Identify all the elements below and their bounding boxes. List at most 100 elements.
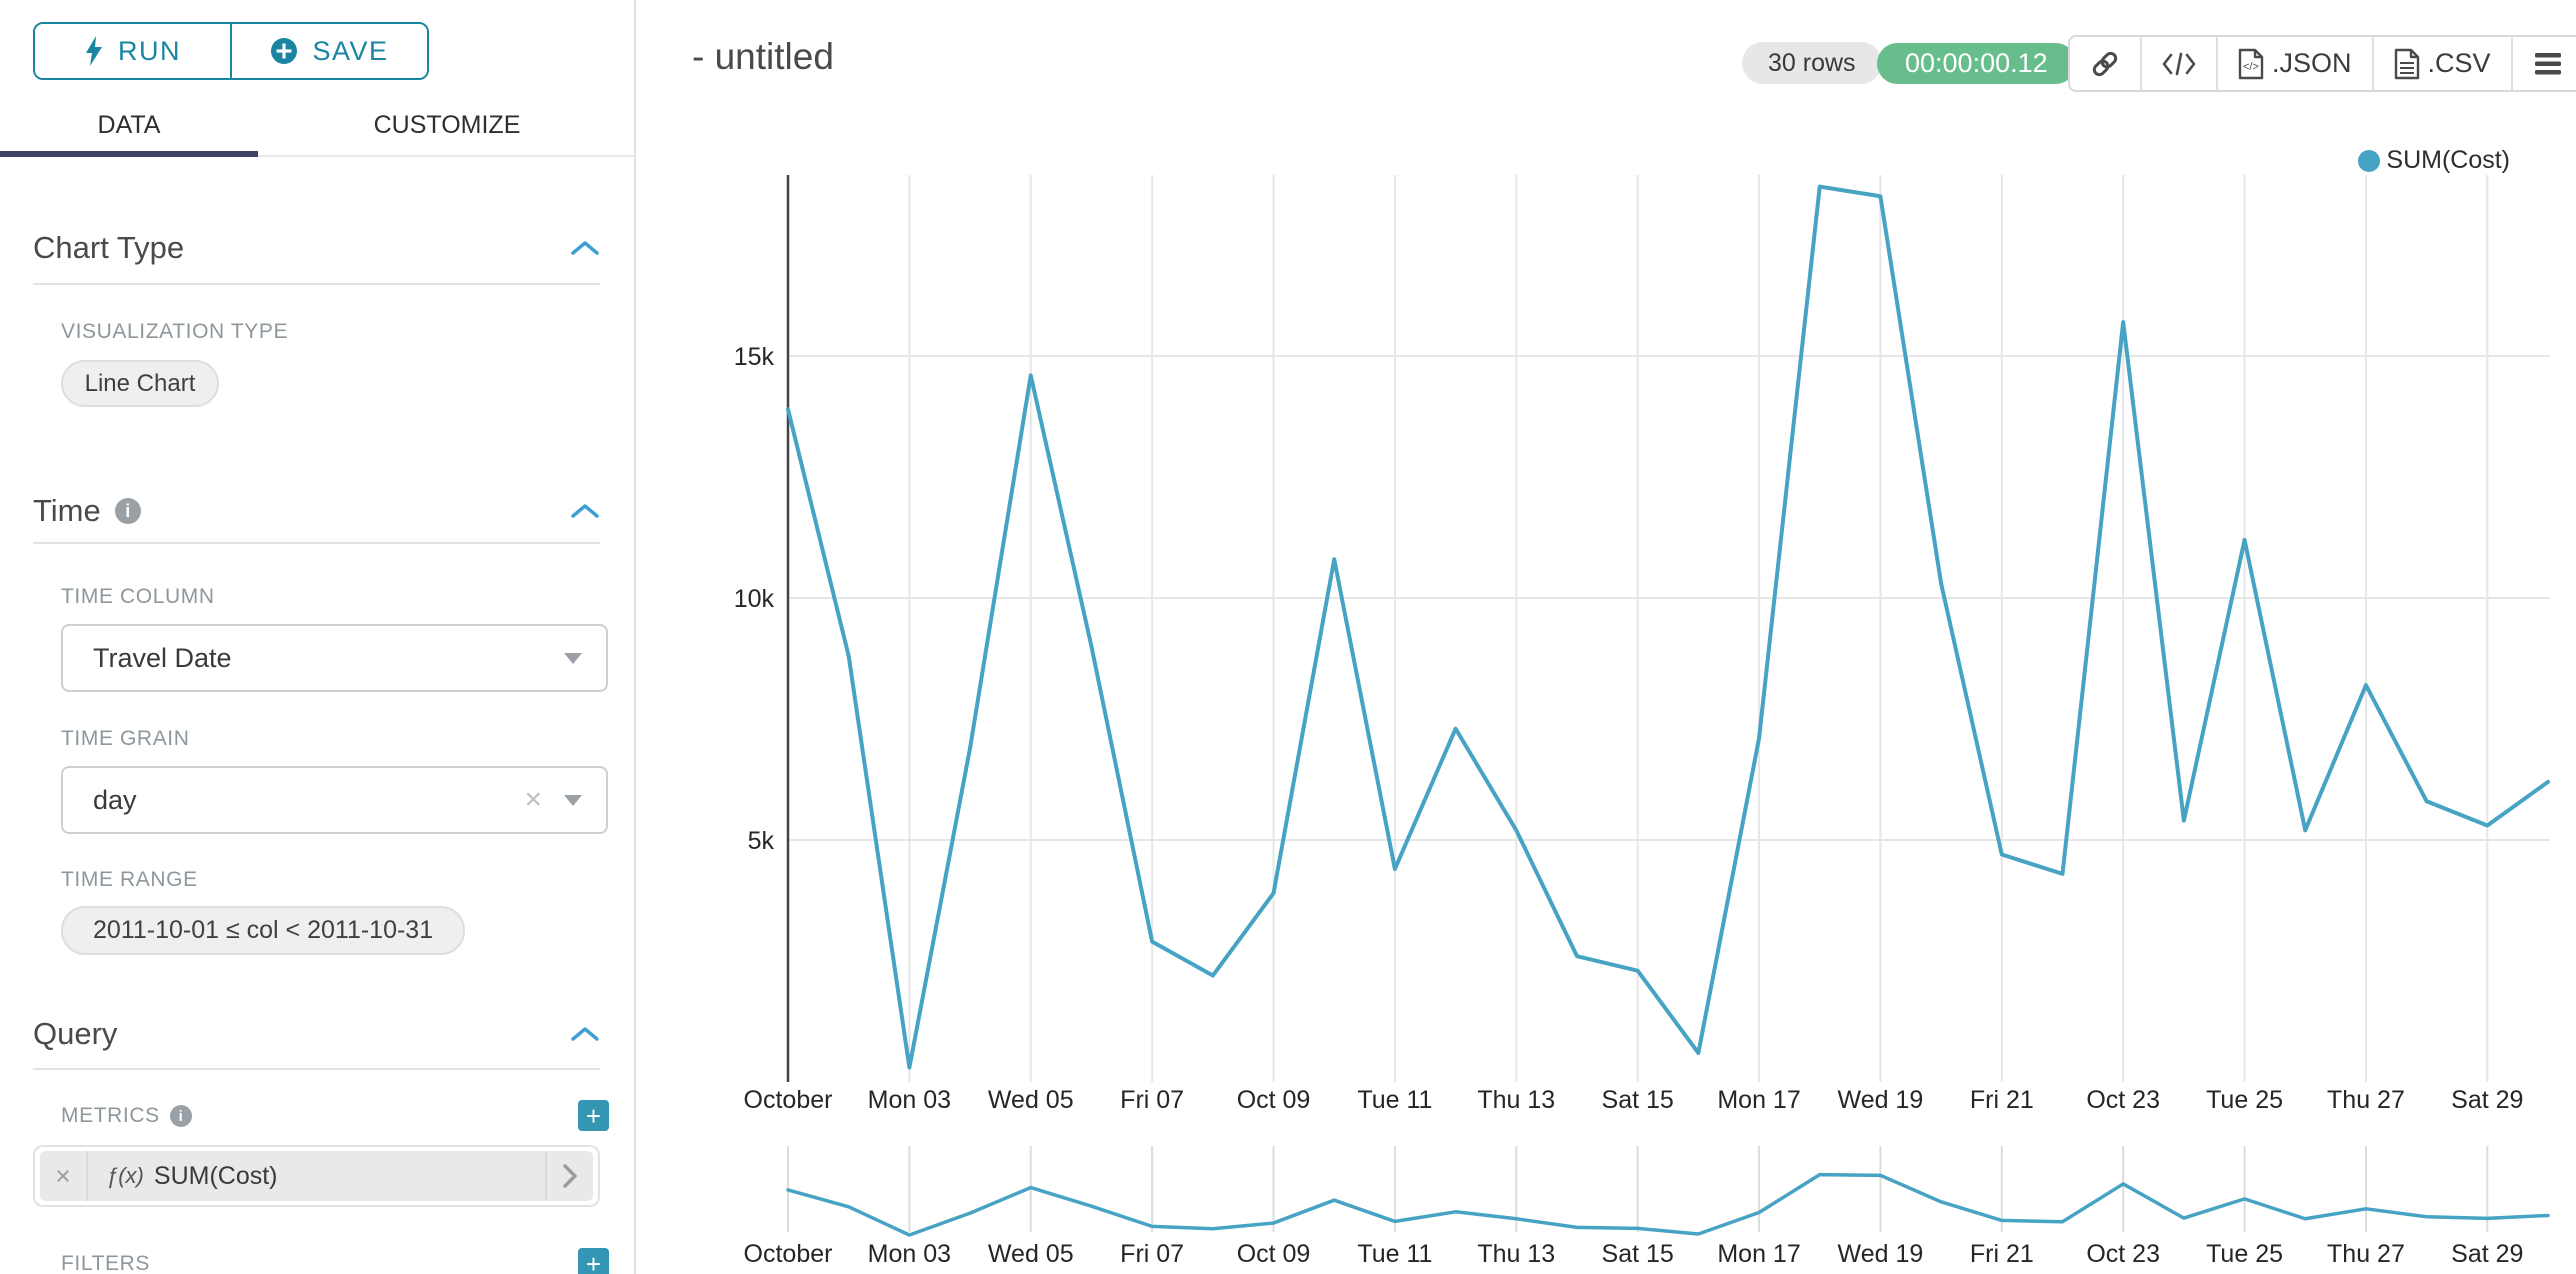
tab-data[interactable]: DATA [0,95,258,155]
svg-text:Oct 23: Oct 23 [2086,1240,2160,1268]
sidebar-tabs: DATA CUSTOMIZE [0,95,634,157]
svg-text:Wed 19: Wed 19 [1838,1086,1924,1114]
time-range-label: TIME RANGE [61,868,198,891]
share-link-button[interactable] [2070,37,2140,90]
svg-text:Oct 09: Oct 09 [1237,1240,1311,1268]
section-time-header[interactable]: Time i [33,493,600,529]
gridlines [787,175,2550,1082]
time-column-select[interactable]: Travel Date [61,624,608,692]
chevron-up-icon[interactable] [570,240,600,256]
tab-data-label: DATA [97,110,161,139]
svg-text:Fri 07: Fri 07 [1120,1086,1184,1114]
json-label: .JSON [2272,48,2352,78]
time-grain-label: TIME GRAIN [61,727,190,750]
svg-text:15k: 15k [734,343,775,371]
svg-text:Thu 13: Thu 13 [1477,1240,1555,1268]
lightning-bolt-icon [86,36,102,66]
axis-labels: 5k 10k 15k October Mon 03 Wed 05 Fri 07 Oct 09 T… [734,343,2524,1114]
svg-text:Tue 25: Tue 25 [2206,1086,2283,1114]
filters-label: FILTERS [61,1252,150,1274]
svg-text:Wed 19: Wed 19 [1838,1240,1924,1268]
run-button[interactable]: RUN [35,24,232,78]
csv-file-icon [2394,48,2419,79]
json-file-icon: </> [2238,48,2264,79]
svg-text:5k: 5k [748,827,775,855]
remove-metric-icon[interactable]: × [40,1151,88,1201]
chevron-down-icon [564,794,582,806]
svg-text:Oct 23: Oct 23 [2086,1086,2160,1114]
chevron-right-icon[interactable] [545,1151,593,1201]
section-title: Query [33,1016,118,1051]
visualization-type-label: VISUALIZATION TYPE [61,320,289,343]
csv-label: .CSV [2427,48,2491,78]
line-chart-canvas[interactable]: 5k 10k 15k October Mon 03 Wed 05 Fri 07 Oct 09 T… [636,0,2576,1274]
clear-icon[interactable]: × [524,783,542,816]
chart-title[interactable]: - untitled [692,36,834,77]
tab-customize[interactable]: CUSTOMIZE [258,95,634,155]
svg-text:October: October [744,1240,833,1268]
metric-name: SUM(Cost) [153,1161,278,1190]
divider [33,283,600,285]
chevron-up-icon[interactable] [570,1026,600,1042]
svg-text:Mon 17: Mon 17 [1717,1086,1800,1114]
svg-text:Wed 05: Wed 05 [988,1086,1074,1114]
chart-menu-button[interactable] [2510,37,2576,90]
svg-text:Tue 11: Tue 11 [1357,1086,1432,1114]
time-range-value[interactable]: 2011-10-01 ≤ col < 2011-10-31 [61,906,466,955]
control-sidebar: RUN SAVE DATA CUSTOMIZE Chart Type [0,0,636,1274]
svg-text:Oct 09: Oct 09 [1237,1086,1311,1114]
chevron-down-icon [564,652,582,664]
divider [33,542,600,544]
svg-text:Sat 29: Sat 29 [2451,1086,2523,1114]
svg-text:Fri 21: Fri 21 [1970,1240,2034,1268]
section-query-header[interactable]: Query [33,1016,600,1052]
add-metric-button[interactable]: + [578,1100,609,1131]
svg-text:Mon 03: Mon 03 [868,1240,951,1268]
svg-text:Wed 05: Wed 05 [988,1240,1074,1268]
chevron-up-icon[interactable] [570,503,600,519]
metric-item[interactable]: × ƒ(x) SUM(Cost) [40,1151,593,1201]
time-grain-select[interactable]: day × [61,766,608,834]
visualization-type-value[interactable]: Line Chart [61,360,219,407]
svg-text:Thu 13: Thu 13 [1477,1086,1555,1114]
export-csv-button[interactable]: .CSV [2371,37,2511,90]
time-range-text: 2011-10-01 ≤ col < 2011-10-31 [93,916,434,944]
time-column-value: Travel Date [93,642,232,673]
divider [33,1068,600,1070]
info-icon: i [114,498,141,524]
svg-text:Thu 27: Thu 27 [2327,1240,2405,1268]
metrics-label-row: METRICS i [61,1104,192,1128]
save-button-label: SAVE [312,35,389,66]
viz-value-label: Line Chart [84,369,196,397]
hamburger-menu-icon [2534,52,2561,74]
section-title: Chart Type [33,230,185,265]
run-button-label: RUN [118,35,181,66]
svg-text:Mon 17: Mon 17 [1717,1240,1800,1268]
metrics-container: × ƒ(x) SUM(Cost) [33,1145,600,1207]
svg-text:Fri 21: Fri 21 [1970,1086,2034,1114]
legend[interactable]: SUM(Cost) [2358,146,2510,175]
add-filter-button[interactable]: + [578,1248,609,1274]
legend-series-label: SUM(Cost) [2386,146,2510,174]
svg-text:Tue 25: Tue 25 [2206,1240,2283,1268]
svg-text:</>: </> [2243,61,2259,73]
section-chart-type-header[interactable]: Chart Type [33,230,600,266]
export-json-button[interactable]: </> .JSON [2216,37,2372,90]
main-series-line [786,184,2551,1070]
row-count-badge: 30 rows [1742,42,1882,84]
embed-code-button[interactable] [2140,37,2216,90]
svg-text:Mon 03: Mon 03 [868,1086,951,1114]
link-icon [2092,51,2118,76]
svg-text:Sat 15: Sat 15 [1602,1240,1674,1268]
run-save-button-group: RUN SAVE [33,22,429,80]
metrics-label: METRICS [61,1104,160,1127]
context-brush-chart[interactable]: October Mon 03 Wed 05 Fri 07 Oct 09 Tue 11 Thu… [744,1146,2550,1268]
function-icon: ƒ(x) [106,1163,144,1188]
time-grain-value: day [93,784,137,815]
export-toolbar: </> .JSON .CSV [2068,35,2576,92]
save-button[interactable]: SAVE [232,24,427,78]
time-column-label: TIME COLUMN [61,585,215,608]
info-icon: i [169,1105,192,1127]
row-count-text: 30 rows [1768,48,1856,77]
